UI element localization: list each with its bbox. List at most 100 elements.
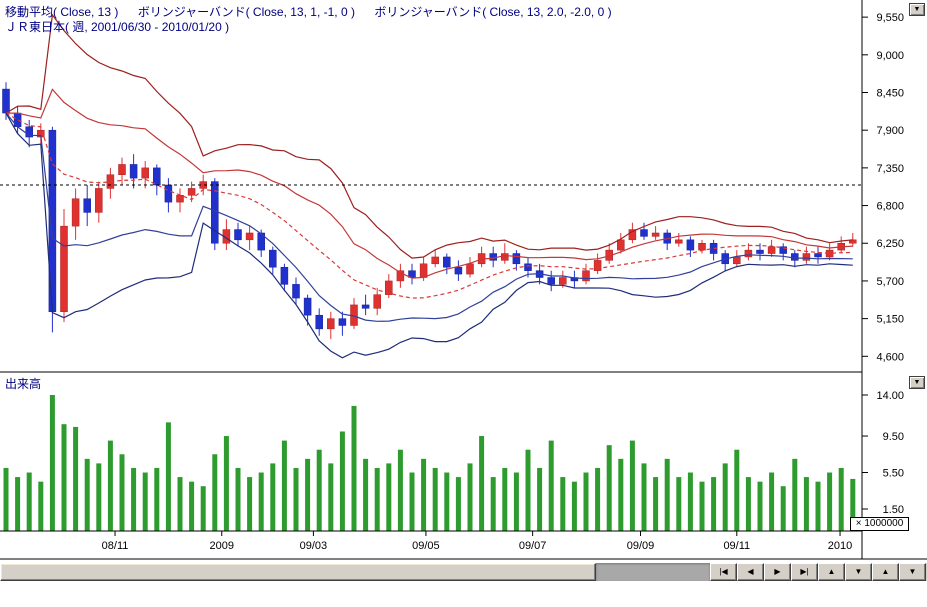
- volume-bar: [61, 424, 67, 531]
- chart-nav-buttons: |◀ ◀ ▶ ▶| ▲ ▼ ▲ ▼: [710, 563, 926, 581]
- candle-body: [651, 232, 660, 237]
- volume-bar: [281, 440, 287, 531]
- candle-body: [153, 167, 161, 186]
- candle-body: [466, 263, 474, 275]
- volume-bar: [803, 477, 809, 531]
- candle-body: [791, 253, 799, 261]
- volume-bar: [165, 422, 171, 531]
- candle-body: [686, 239, 695, 251]
- candle-body: [524, 263, 532, 271]
- volume-bar: [827, 472, 833, 531]
- indicator-legend: 移動平均( Close, 13 ) ボリンジャーバンド( Close, 13, …: [5, 3, 628, 20]
- candle-body: [779, 246, 787, 254]
- price-axis-label: 5,150: [876, 314, 904, 326]
- candle-body: [257, 232, 265, 251]
- candle-body: [83, 198, 91, 213]
- volume-bar: [676, 477, 682, 531]
- volume-bar: [525, 449, 531, 531]
- price-pane-menu-button[interactable]: ▼: [909, 3, 925, 16]
- chevron-down-icon: ▼: [913, 6, 921, 13]
- volume-bar: [38, 481, 44, 531]
- price-axis-label: 6,250: [876, 238, 904, 250]
- time-axis-labels: 08/11 2009 09/03 09/05 09/07 09/09 09/11 2010: [102, 531, 852, 552]
- candle-body: [95, 188, 103, 213]
- price-axis-labels: 9,550 9,000 8,450 7,900 7,350 6,800 6,250 5,700…: [862, 12, 904, 363]
- pane-down-button[interactable]: ▼: [899, 563, 926, 581]
- volume-bar: [119, 454, 125, 531]
- candle-body: [25, 126, 33, 138]
- volume-bar: [223, 436, 229, 531]
- zoom-in-button[interactable]: ▲: [818, 563, 845, 581]
- candle-body: [315, 314, 323, 330]
- time-axis-label: 2010: [828, 540, 852, 552]
- jump-end-button[interactable]: ▶|: [791, 563, 818, 581]
- bollinger-lower-2sigma-line: [5, 112, 853, 359]
- volume-bar: [15, 477, 21, 531]
- axes: [0, 0, 927, 560]
- volume-bar: [699, 481, 705, 531]
- candle-body: [2, 88, 10, 114]
- jump-start-button[interactable]: |◀: [710, 563, 737, 581]
- candle-body: [559, 277, 567, 285]
- volume-bar: [664, 458, 670, 531]
- step-left-button[interactable]: ◀: [737, 563, 764, 581]
- candle-body: [176, 195, 184, 203]
- time-axis-label: 08/11: [102, 540, 129, 552]
- candle-body: [698, 242, 706, 251]
- volume-pane-menu-button[interactable]: ▼: [909, 376, 925, 389]
- candlestick-series: [2, 82, 857, 340]
- volume-bar: [270, 463, 276, 531]
- price-axis-label: 9,550: [876, 12, 904, 24]
- horizontal-scrollbar[interactable]: |◀ ◀ ▶ ▶| ▲ ▼ ▲ ▼: [0, 563, 927, 581]
- candle-body: [640, 229, 648, 237]
- candle-body: [814, 253, 822, 258]
- candle-body: [512, 253, 521, 265]
- candle-body: [71, 198, 80, 227]
- volume-bar: [479, 436, 485, 531]
- volume-bar: [444, 472, 450, 531]
- volume-bar: [513, 472, 519, 531]
- volume-bar: [26, 472, 32, 531]
- volume-bar: [780, 486, 786, 531]
- candle-body: [675, 239, 683, 244]
- price-axis-label: 6,800: [876, 201, 904, 213]
- candle-body: [303, 297, 312, 316]
- candle-body: [373, 294, 381, 309]
- price-axis-label: 7,350: [876, 163, 904, 175]
- symbol-title: ＪＲ東日本( 週, 2001/06/30 - 2010/01/20 ): [5, 20, 230, 34]
- candle-body: [164, 184, 173, 203]
- scrollbar-thumb[interactable]: [0, 563, 596, 581]
- time-axis-label: 09/03: [300, 540, 328, 552]
- volume-bar: [73, 426, 79, 531]
- candle-body: [361, 304, 370, 309]
- volume-bar: [84, 458, 90, 531]
- candle-body: [489, 253, 497, 261]
- volume-bar: [490, 477, 496, 531]
- candle-body: [327, 318, 335, 330]
- candle-body: [141, 167, 149, 179]
- time-axis-label: 09/07: [519, 540, 547, 552]
- candle-body: [628, 229, 637, 241]
- volume-bar: [815, 481, 821, 531]
- volume-bar: [142, 472, 148, 531]
- price-axis-label: 7,900: [876, 125, 904, 137]
- volume-pane-title: 出来高: [5, 377, 42, 391]
- scrollbar-track[interactable]: [596, 563, 710, 581]
- volume-bar: [409, 472, 415, 531]
- step-right-button[interactable]: ▶: [764, 563, 791, 581]
- legend-bollinger-band-1: ボリンジャーバンド( Close, 13, 1, -1, 0 ): [137, 5, 355, 19]
- volume-axis-label: 5.50: [883, 468, 904, 480]
- volume-series: [3, 395, 856, 531]
- volume-bar: [212, 454, 218, 531]
- volume-bar: [711, 477, 717, 531]
- volume-axis-label: 14.00: [876, 390, 904, 402]
- volume-bar: [258, 472, 264, 531]
- zoom-out-button[interactable]: ▼: [845, 563, 872, 581]
- volume-axis-label: 1.50: [883, 504, 904, 516]
- volume-bar: [455, 477, 461, 531]
- chevron-down-icon: ▼: [913, 379, 921, 386]
- pane-up-button[interactable]: ▲: [872, 563, 899, 581]
- volume-bar: [583, 472, 589, 531]
- candle-body: [547, 277, 555, 285]
